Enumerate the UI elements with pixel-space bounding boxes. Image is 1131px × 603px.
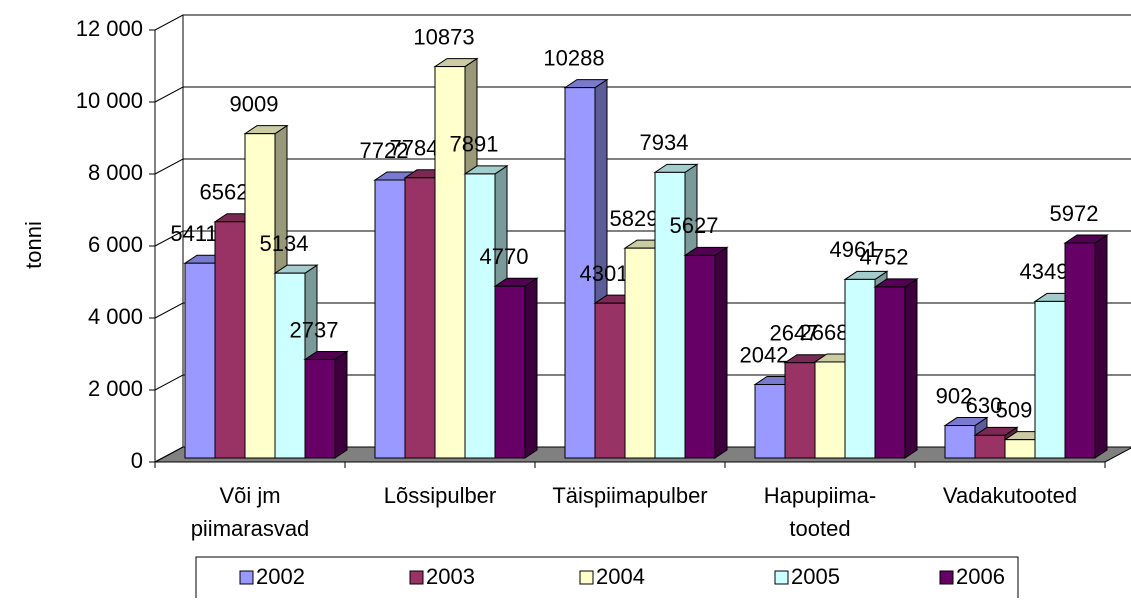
grid-line [154, 302, 1131, 319]
value-label: 10873 [413, 24, 474, 49]
value-label: 9009 [230, 91, 279, 116]
bar [624, 247, 656, 459]
bar [784, 362, 816, 459]
x-tick-label: Hapupiima- [764, 483, 877, 508]
bar [274, 272, 306, 459]
bar-group [873, 277, 919, 459]
x-tick-label: tooted [789, 516, 850, 541]
bar [464, 173, 496, 459]
legend-box [195, 556, 1019, 600]
bar-side [524, 277, 538, 459]
value-label: 5972 [1050, 201, 1099, 226]
legend-swatch [939, 570, 954, 585]
legend-swatch [409, 570, 424, 585]
bar [594, 302, 626, 459]
bar-side [334, 350, 348, 459]
bar [1064, 242, 1096, 459]
bar [874, 286, 906, 459]
x-tick-label: Või jm [219, 483, 280, 508]
bar [1004, 439, 1036, 459]
legend-swatch [774, 570, 789, 585]
bar-group [303, 350, 349, 459]
value-label: 2668 [800, 320, 849, 345]
value-label: 4961 [830, 237, 879, 262]
x-tick-label: Vadakutooted [943, 483, 1077, 508]
bar [1034, 300, 1066, 459]
y-axis-label: tonni [21, 221, 46, 269]
bar [404, 177, 436, 459]
y-tick-label: 8 000 [88, 160, 143, 185]
bar-group [493, 277, 539, 459]
legend-swatch [579, 570, 594, 585]
bar [844, 278, 876, 459]
bar [684, 254, 716, 459]
grid-line [154, 158, 1131, 175]
x-tick-label: piimarasvad [191, 516, 310, 541]
bar [974, 434, 1006, 459]
y-tick-label: 4 000 [88, 304, 143, 329]
value-label: 630 [966, 393, 1003, 418]
value-label: 5411 [170, 221, 217, 246]
bar-side [1094, 234, 1108, 459]
bar [814, 361, 846, 459]
bar [184, 262, 216, 459]
value-label: 6562 [200, 180, 249, 205]
bar [944, 425, 976, 459]
bar-group [1063, 234, 1109, 459]
bar-side [904, 277, 918, 459]
x-tick-label: Täispiimapulber [552, 483, 707, 508]
legend-swatch [239, 570, 254, 585]
value-label: 902 [936, 383, 973, 408]
value-label: 509 [996, 397, 1033, 422]
bar [754, 383, 786, 459]
value-label: 4301 [580, 261, 629, 286]
value-label: 7891 [450, 132, 499, 157]
bar [304, 358, 336, 459]
value-label: 5829 [610, 206, 659, 231]
legend-label: 2006 [956, 564, 1005, 589]
legend-label: 2005 [791, 564, 840, 589]
bar-group [683, 246, 729, 459]
grid-line [154, 86, 1131, 103]
x-tick-label: Lõssipulber [384, 483, 497, 508]
y-tick-label: 2 000 [88, 376, 143, 401]
value-label: 7784 [390, 136, 439, 161]
bar [374, 179, 406, 459]
value-label: 2042 [740, 342, 789, 367]
bar [654, 171, 686, 459]
bar [214, 221, 246, 459]
y-tick-label: 10 000 [76, 88, 143, 113]
bar [494, 285, 526, 459]
bar-side [714, 246, 728, 459]
legend-label: 2004 [596, 564, 645, 589]
legend-label: 2002 [256, 564, 305, 589]
y-tick-label: 12 000 [76, 16, 143, 41]
bar [564, 87, 596, 459]
y-tick-label: 0 [131, 448, 143, 473]
value-label: 2647 [770, 321, 819, 346]
value-label: 4349 [1020, 259, 1069, 284]
legend-label: 2003 [426, 564, 475, 589]
value-label: 10288 [543, 45, 604, 70]
grid-line [154, 14, 1131, 31]
bar [244, 133, 276, 459]
value-label: 4770 [480, 244, 529, 269]
value-label: 5134 [260, 231, 309, 256]
value-label: 7934 [640, 130, 689, 155]
bar [434, 66, 466, 459]
value-label: 2737 [290, 317, 339, 342]
value-label: 7722 [360, 138, 409, 163]
value-label: 4752 [860, 245, 909, 270]
grid-line [154, 230, 1131, 247]
value-label: 5627 [670, 213, 719, 238]
y-tick-label: 6 000 [88, 232, 143, 257]
